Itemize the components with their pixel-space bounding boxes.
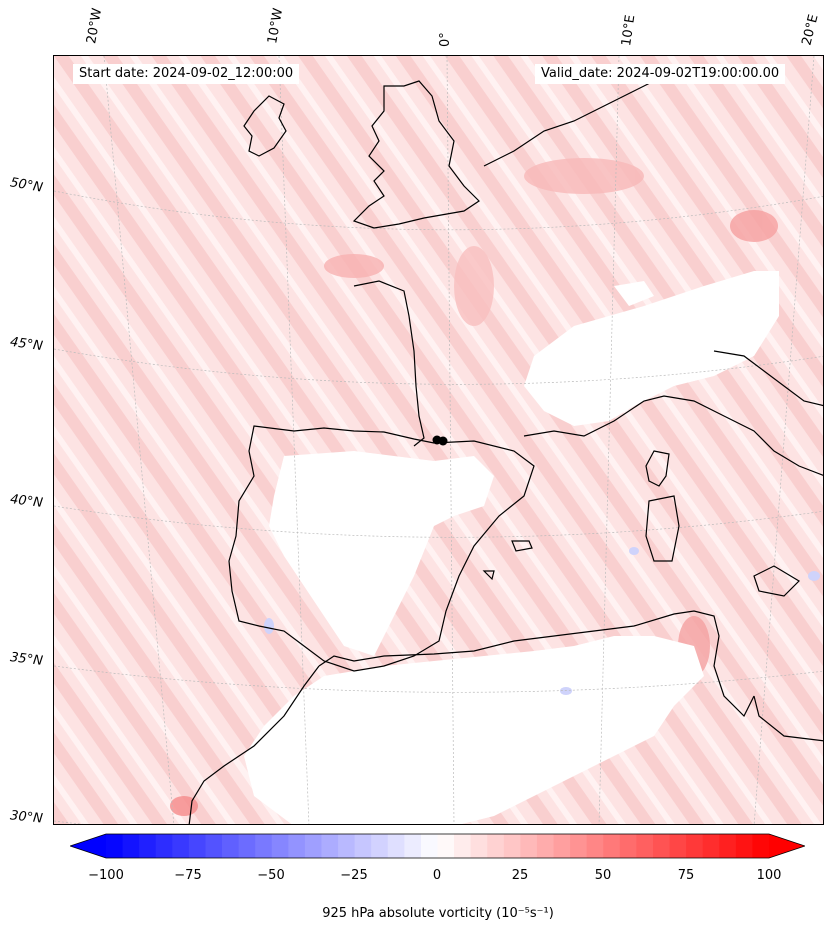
colorbar-segment <box>686 834 704 858</box>
colorbar-segment <box>321 834 339 858</box>
colorbar-segment <box>702 834 720 858</box>
colorbar-tick-50: 50 <box>594 868 612 883</box>
colorbar-segment <box>304 834 322 858</box>
colorbar-segment <box>470 834 488 858</box>
colorbar-segment <box>139 834 157 858</box>
colorbar-tick-neg100: −100 <box>88 868 124 883</box>
colorbar-segment <box>719 834 737 858</box>
lon-label-0: 0° <box>438 32 453 47</box>
colorbar-segment <box>371 834 389 858</box>
colorbar-segment <box>222 834 240 858</box>
vorticity-map <box>54 56 823 824</box>
colorbar-tick-25: 25 <box>511 868 529 883</box>
colorbar-tick-0: 0 <box>432 868 442 883</box>
valid-date-label: Valid_date: 2024-09-02T19:00:00.00 <box>535 64 786 84</box>
colorbar-segment <box>619 834 637 858</box>
colorbar-min-arrow <box>70 834 106 858</box>
colorbar-segment <box>603 834 621 858</box>
lat-label-30n: 30°N <box>9 808 44 827</box>
lat-label-45n: 45°N <box>9 334 44 355</box>
colorbar-segment <box>520 834 538 858</box>
colorbar-segment <box>271 834 289 858</box>
map-panel <box>53 55 824 825</box>
colorbar-segment <box>122 834 140 858</box>
colorbar-segment <box>172 834 190 858</box>
colorbar-segment <box>487 834 505 858</box>
colorbar-segment <box>636 834 654 858</box>
start-date-label: Start date: 2024-09-02_12:00:00 <box>73 64 300 84</box>
colorbar-segment <box>437 834 455 858</box>
colorbar-segment <box>338 834 356 858</box>
colorbar-segment <box>188 834 206 858</box>
negative-vorticity-spots <box>264 547 820 695</box>
colorbar-segment <box>553 834 571 858</box>
colorbar-segment <box>503 834 521 858</box>
colorbar <box>68 830 807 862</box>
lat-label-50n: 50°N <box>8 175 44 196</box>
coastlines <box>188 80 823 824</box>
colorbar-segment <box>354 834 372 858</box>
colorbar-tick-neg25: −25 <box>340 868 368 883</box>
colorbar-segment <box>752 834 770 858</box>
colorbar-segment <box>420 834 438 858</box>
zero-vorticity-regions <box>244 271 779 824</box>
colorbar-tick-neg50: −50 <box>257 868 285 883</box>
colorbar-segment <box>404 834 422 858</box>
colorbar-tick-75: 75 <box>677 868 695 883</box>
colorbar-segment <box>205 834 223 858</box>
colorbar-max-arrow <box>769 834 805 858</box>
lat-label-40n: 40°N <box>9 492 44 511</box>
positive-vorticity-patches <box>170 158 778 816</box>
colorbar-segment <box>238 834 256 858</box>
lat-label-35n: 35°N <box>9 650 44 669</box>
colorbar-segment <box>570 834 588 858</box>
colorbar-segment <box>387 834 405 858</box>
lon-label-20w: 20°W <box>84 7 106 46</box>
graticule <box>54 56 823 824</box>
location-marker <box>432 435 448 446</box>
colorbar-tick-100: 100 <box>756 868 782 883</box>
colorbar-segment <box>735 834 753 858</box>
colorbar-segment <box>106 834 124 858</box>
colorbar-graphic <box>68 833 807 859</box>
colorbar-tick-neg75: −75 <box>174 868 202 883</box>
colorbar-segment <box>288 834 306 858</box>
colorbar-segment <box>255 834 273 858</box>
lon-label-10e: 10°E <box>619 13 639 47</box>
colorbar-label: 925 hPa absolute vorticity (10⁻⁵s⁻¹) <box>322 906 554 921</box>
colorbar-segment <box>652 834 671 858</box>
colorbar-segment <box>454 834 472 858</box>
lon-label-20e: 20°E <box>799 13 822 47</box>
colorbar-segment <box>669 834 687 858</box>
colorbar-segment <box>155 834 173 858</box>
colorbar-segment <box>536 834 555 858</box>
lon-label-10w: 10°W <box>265 7 287 46</box>
colorbar-segment <box>586 834 604 858</box>
